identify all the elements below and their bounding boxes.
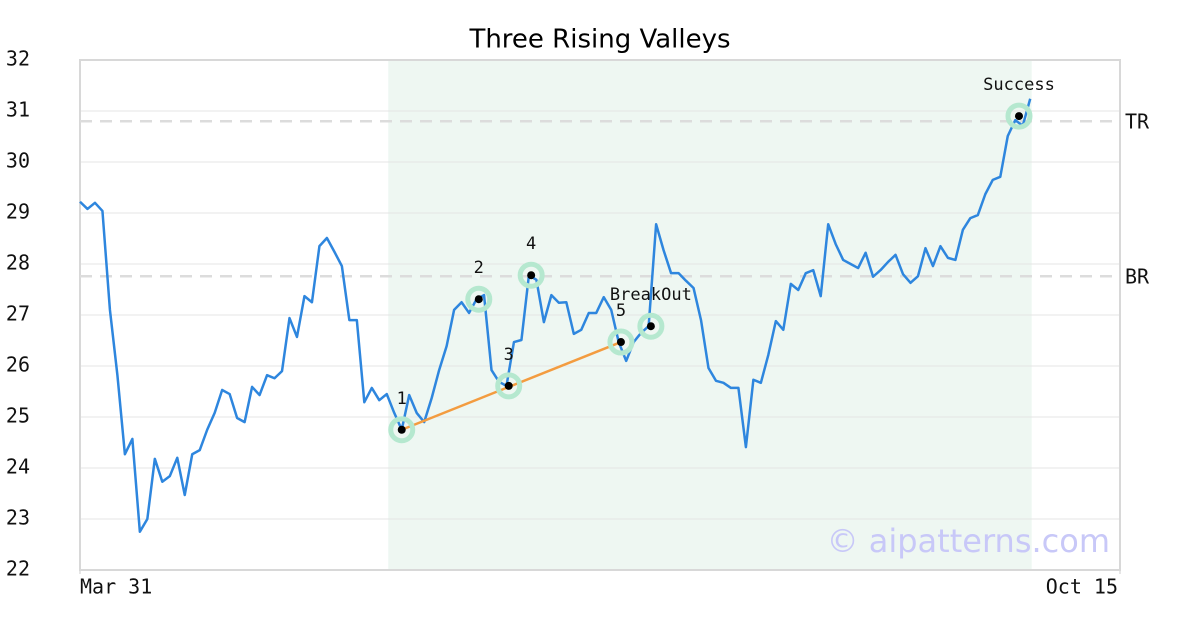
- point-label: Success: [983, 75, 1055, 95]
- point-halo: [637, 312, 665, 340]
- point-dot: [616, 338, 625, 347]
- point-halo: [517, 261, 545, 289]
- point-halo: [607, 328, 635, 356]
- point-label: BreakOut: [610, 285, 692, 305]
- y-tick-label: 31: [6, 98, 30, 122]
- watermark: © aipatterns.com: [827, 522, 1110, 560]
- y-tick-label: 32: [6, 47, 30, 71]
- y-tick-label: 25: [6, 404, 30, 428]
- x-tick-label: Mar 31: [80, 575, 152, 599]
- y-tick-label: 29: [6, 200, 30, 224]
- point-label: 3: [504, 345, 514, 365]
- point-dot: [1014, 112, 1023, 121]
- level-label: BR: [1125, 265, 1150, 289]
- point-label: 5: [616, 301, 626, 321]
- y-tick-label: 22: [6, 557, 30, 581]
- point-label: 1: [397, 389, 407, 409]
- plot-frame: [79, 59, 1121, 571]
- level-label: TR: [1125, 110, 1150, 134]
- point-dot: [646, 322, 655, 331]
- point-dot: [474, 295, 483, 304]
- chart-title: Three Rising Valleys: [468, 25, 730, 55]
- y-tick-label: 24: [6, 455, 30, 479]
- point-halo: [388, 416, 416, 444]
- y-tick-label: 30: [6, 149, 30, 173]
- x-tick-label: Oct 15: [1046, 575, 1118, 599]
- point-halo: [465, 285, 493, 313]
- y-tick-label: 27: [6, 302, 30, 326]
- point-label: 4: [526, 234, 536, 254]
- point-label: 2: [474, 258, 484, 278]
- point-halo: [1005, 102, 1033, 130]
- price-line: [79, 98, 1032, 533]
- y-tick-label: 26: [6, 353, 30, 377]
- point-dot: [397, 425, 406, 434]
- y-tick-label: 28: [6, 251, 30, 275]
- point-halo: [495, 372, 523, 400]
- point-dot: [527, 271, 536, 280]
- y-tick-label: 23: [6, 506, 30, 530]
- point-dot: [504, 381, 513, 390]
